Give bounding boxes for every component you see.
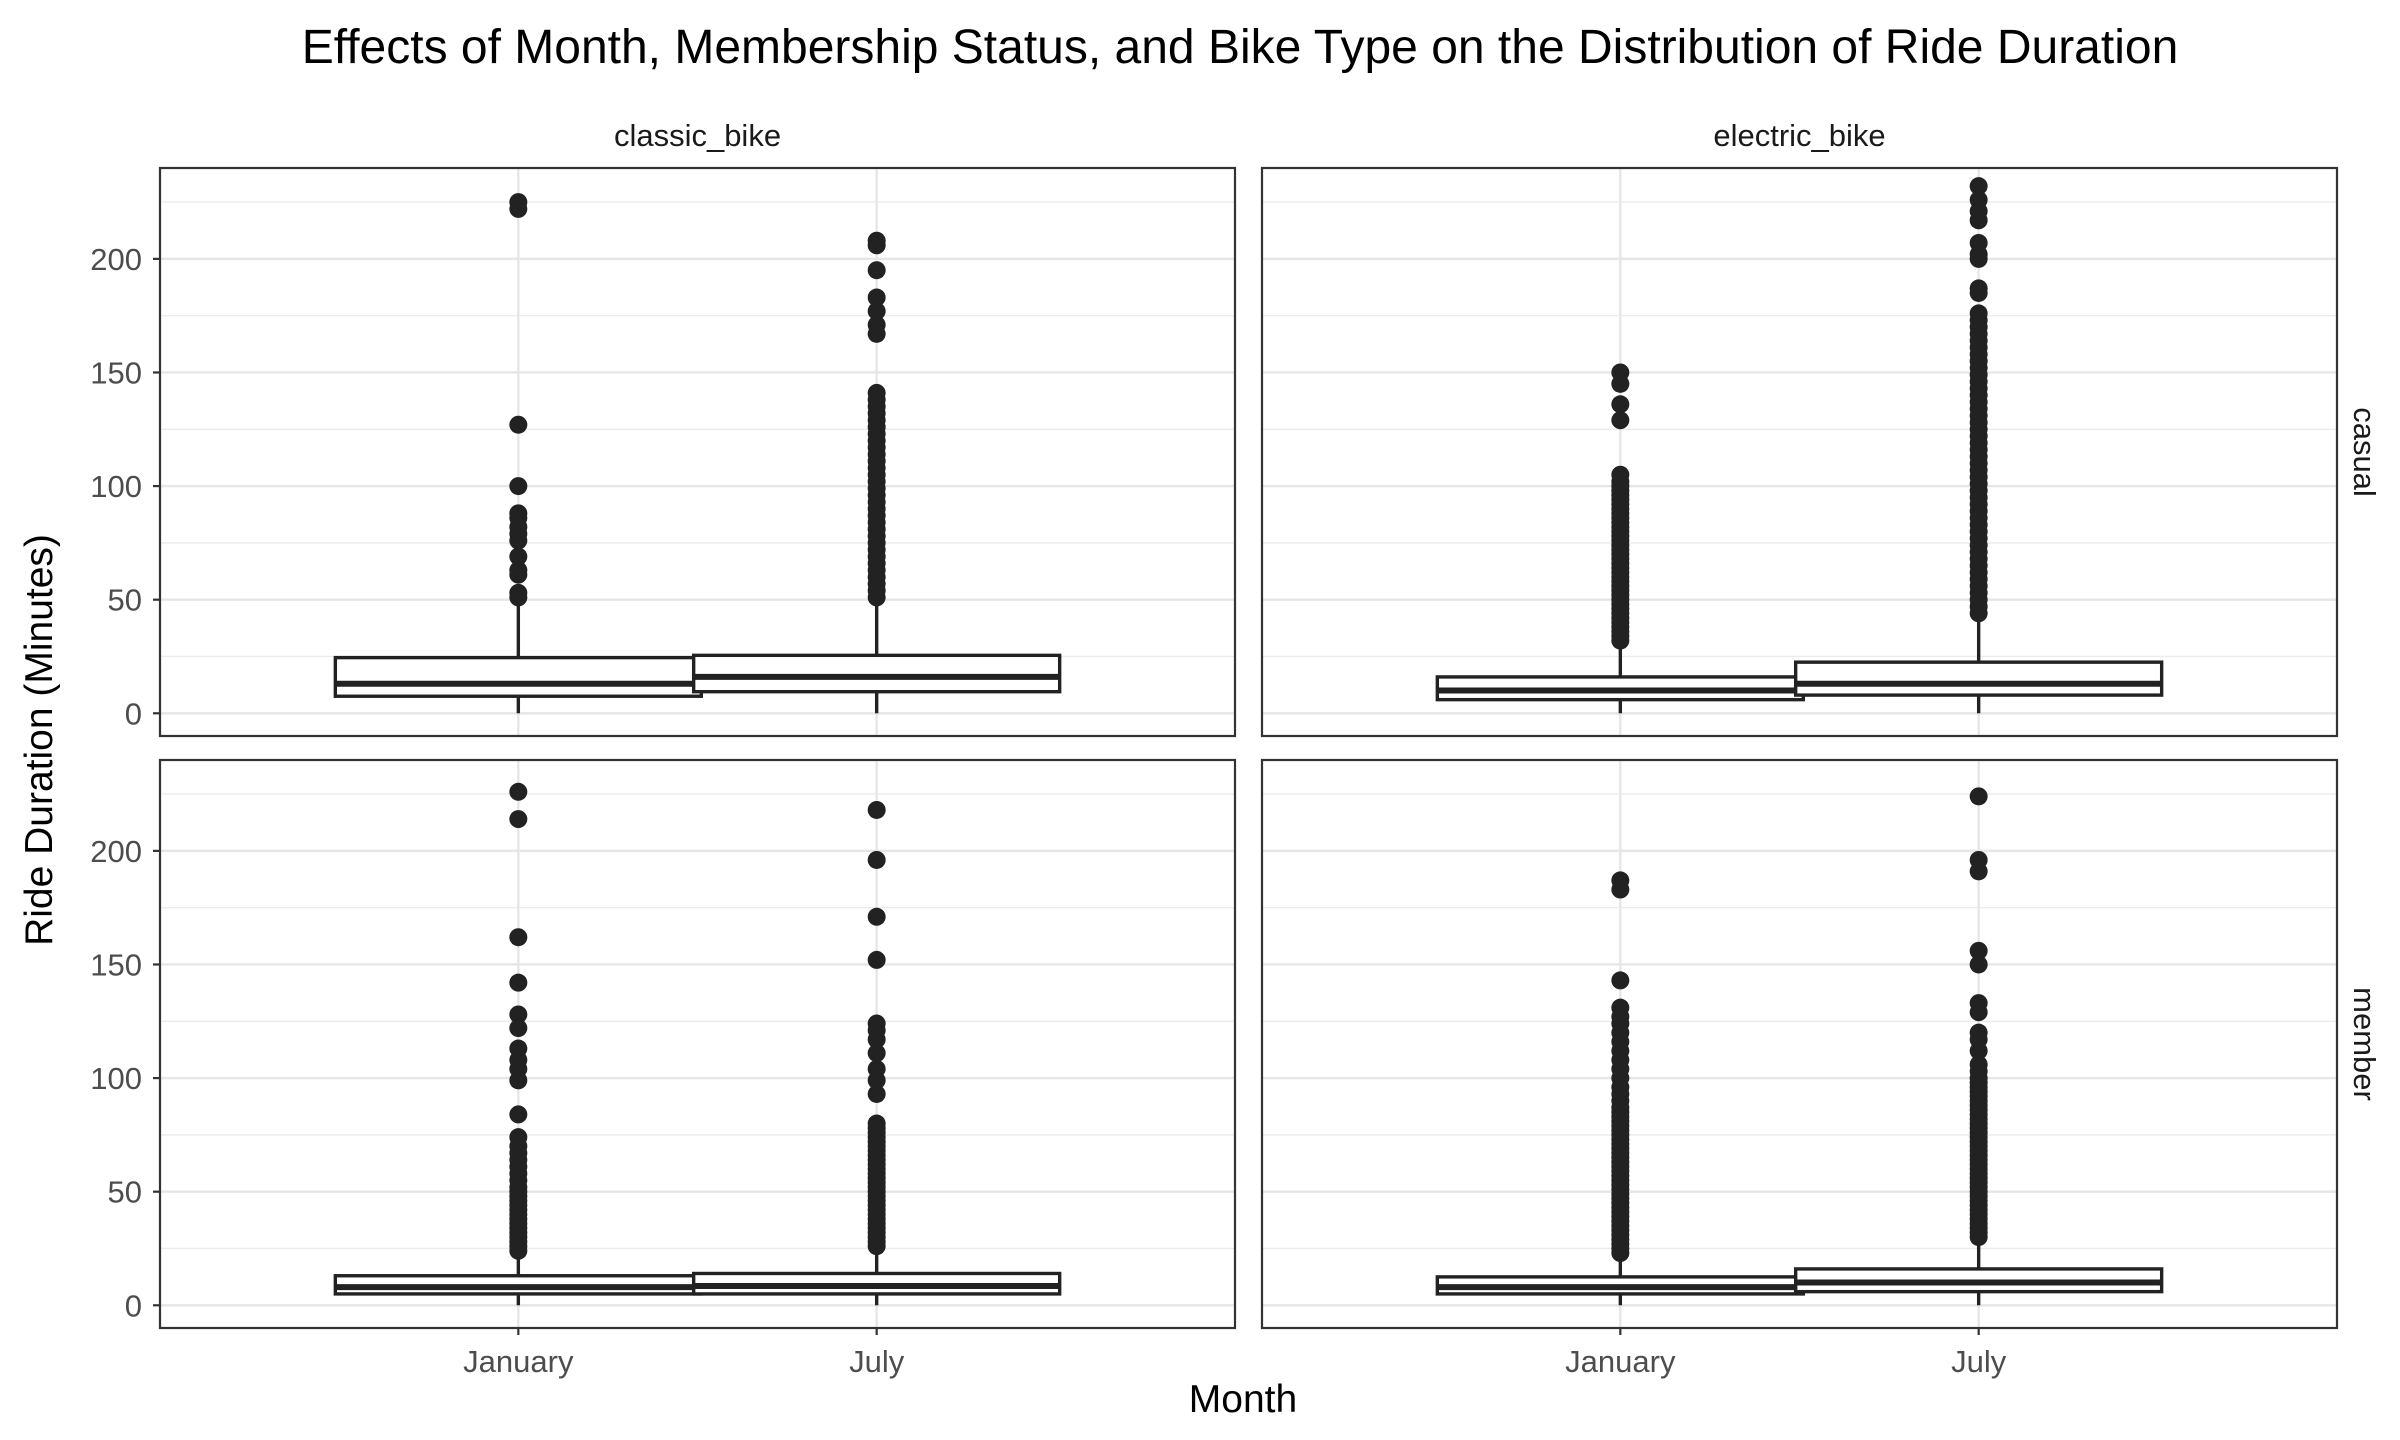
outlier-point [509,973,528,992]
y-axis-title: Ride Duration (Minutes) [18,534,61,946]
outlier-point [509,561,528,580]
outlier-point [1611,395,1630,414]
outlier-point [509,547,528,566]
outlier-point [1969,955,1988,974]
iqr-box [691,653,1062,694]
outlier-point [1611,971,1630,990]
panel-classic_bike-casual [158,166,1237,738]
x-tick-label: January [463,1344,574,1379]
outlier-point [1969,787,1988,806]
outlier-point [509,782,528,801]
outlier-point [509,928,528,947]
outlier-point [867,1114,886,1133]
outlier-point [509,1005,528,1024]
outlier-point [509,1039,528,1058]
outlier-point [1969,1023,1988,1042]
y-tick-label: 150 [90,355,142,390]
outlier-point [509,504,528,523]
iqr-box [333,655,704,698]
outlier-point [1969,1055,1988,1074]
chart-title: Effects of Month, Membership Status, and… [302,21,2179,74]
outlier-point [867,288,886,307]
y-tick-label: 0 [125,1288,142,1323]
y-tick-label: 100 [90,1061,142,1096]
outlier-point [1969,177,1988,196]
box-july [691,800,1062,1306]
x-tick-label: July [849,1344,905,1379]
outlier-point [1969,304,1988,323]
y-tick-label: 100 [90,469,142,504]
outlier-point [509,1105,528,1124]
outlier-point [509,477,528,496]
outlier-point [1969,850,1988,869]
box-july [1793,177,2164,714]
outlier-point [509,415,528,434]
outlier-point [867,1084,886,1103]
outlier-point [867,383,886,402]
outlier-point [509,193,528,212]
box-january [1435,871,1806,1306]
panel-classic_bike-member [158,758,1237,1330]
y-tick-label: 50 [108,583,142,618]
y-tick-label: 50 [108,1175,142,1210]
x-tick-label: January [1565,1344,1676,1379]
outlier-point [509,583,528,602]
outlier-point [867,1059,886,1078]
facet-strip-casual: casual [2347,407,2382,497]
facet-strip-member: member [2347,987,2382,1101]
outlier-point [509,1019,528,1038]
outlier-point [1611,363,1630,382]
box-january [1435,363,1806,714]
outlier-point [867,850,886,869]
outlier-point [867,231,886,250]
panel-electric_bike-member [1260,758,2339,1330]
outlier-point [1969,994,1988,1013]
box-july [691,231,1062,714]
outlier-point [509,1128,528,1147]
panel-border [1260,758,2339,1330]
y-tick-label: 0 [125,696,142,731]
y-tick-label: 200 [90,834,142,869]
outlier-point [867,315,886,334]
outlier-point [867,907,886,926]
iqr-box [1793,660,2164,697]
facet-strip-classic_bike: classic_bike [614,118,781,153]
outlier-point [1969,190,1988,209]
x-axis-title: Month [1189,1378,1297,1421]
box-january [333,782,704,1306]
panel-electric_bike-casual [1260,166,2339,738]
x-tick-label: July [1951,1344,2007,1379]
outlier-point [867,1044,886,1063]
outlier-point [867,302,886,321]
outlier-point [1969,233,1988,252]
outlier-point [867,800,886,819]
panel-border [1260,166,2339,738]
panel-border [158,758,1237,1330]
box-july [1793,787,2164,1306]
outlier-point [1611,998,1630,1017]
outlier-point [1611,465,1630,484]
facet-strip-electric_bike: electric_bike [1713,118,1885,153]
y-tick-label: 200 [90,242,142,277]
outlier-point [867,950,886,969]
outlier-point [867,1014,886,1033]
outlier-point [509,810,528,829]
panel-border [158,166,1237,738]
outlier-point [1969,279,1988,298]
outlier-point [1611,871,1630,890]
outlier-point [1611,411,1630,430]
outlier-point [1969,941,1988,960]
y-tick-label: 150 [90,947,142,982]
outlier-point [867,261,886,280]
